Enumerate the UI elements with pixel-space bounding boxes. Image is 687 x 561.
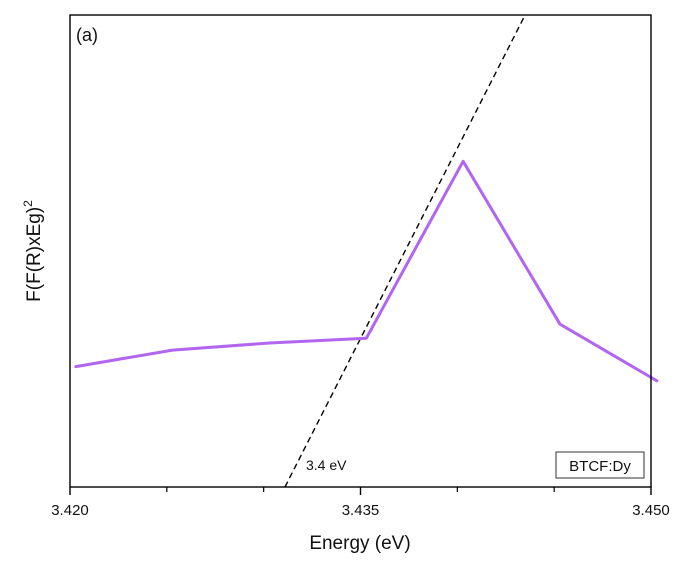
- x-tick-label: 3.420: [51, 502, 89, 519]
- minor-ticks: [166, 487, 555, 492]
- y-axis-title: F(F(R)xEg)2: [21, 200, 45, 302]
- x-tick-labels: 3.420 3.435 3.450: [51, 502, 670, 519]
- y-axis-title-superscript: 2: [21, 200, 35, 207]
- plot-frame: [69, 14, 652, 488]
- legend-label: BTCF:Dy: [569, 458, 631, 475]
- legend-box: [555, 451, 645, 479]
- x-axis-title: Energy (eV): [309, 533, 410, 554]
- y-axis-title-base: F(F(R)xEg): [24, 207, 45, 302]
- annotation-3-4-ev: 3.4 eV: [306, 457, 347, 473]
- x-tick-label: 3.450: [632, 502, 670, 519]
- tangent-line: [284, 14, 526, 488]
- panel-label: (a): [76, 25, 98, 45]
- series-line-btcf-dy: [74, 159, 659, 383]
- major-ticks: [69, 487, 652, 495]
- x-tick-label: 3.435: [342, 502, 380, 519]
